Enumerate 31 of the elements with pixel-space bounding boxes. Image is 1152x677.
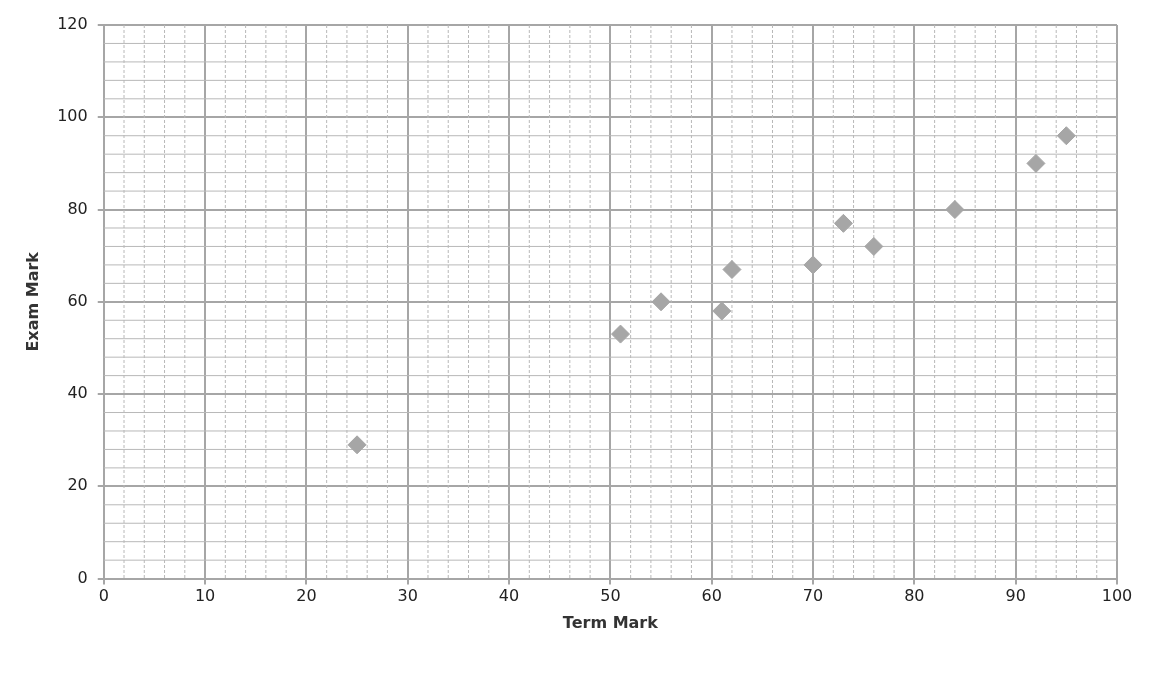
- x-tick-label: 80: [904, 586, 925, 606]
- x-tick-label: 100: [1101, 586, 1133, 606]
- x-tick-label: 20: [296, 586, 317, 606]
- point: [945, 200, 965, 220]
- y-tick-label: 100: [57, 106, 88, 126]
- point: [1056, 126, 1076, 146]
- x-tick-label: 90: [1005, 586, 1026, 606]
- point: [712, 301, 732, 321]
- point: [347, 435, 367, 455]
- point: [611, 324, 630, 344]
- y-tick-label: 120: [57, 14, 88, 34]
- y-tick-label: 20: [67, 475, 88, 495]
- y-tick-label: 80: [67, 198, 88, 218]
- point: [803, 255, 823, 275]
- point: [833, 213, 853, 233]
- x-tick-label: 40: [498, 586, 520, 606]
- y-tick-label: 0: [77, 567, 88, 587]
- x-tick-label: 60: [701, 586, 722, 606]
- x-axis-title: Term Mark: [562, 612, 659, 632]
- point: [864, 236, 884, 256]
- point: [722, 260, 742, 280]
- y-tick-label: 40: [67, 383, 88, 403]
- point: [651, 292, 671, 312]
- x-tick-label: 30: [397, 586, 418, 606]
- y-tick-label: 60: [67, 290, 88, 310]
- point: [1026, 153, 1046, 173]
- x-tick-label: 0: [98, 586, 109, 606]
- x-tick-label: 50: [600, 586, 621, 606]
- y-axis-title: Exam Mark: [22, 251, 42, 352]
- x-tick-label: 10: [194, 586, 216, 606]
- x-tick-label: 70: [802, 586, 824, 606]
